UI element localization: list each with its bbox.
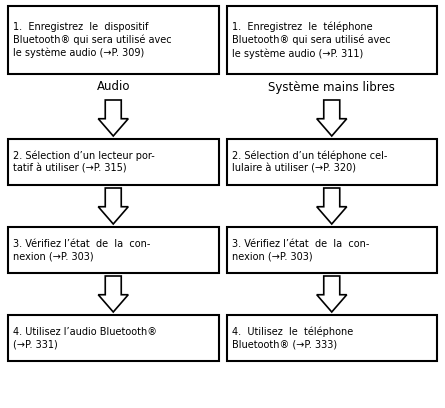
Polygon shape	[317, 188, 347, 224]
Polygon shape	[317, 276, 347, 312]
Text: 2. Sélection d’un téléphone cel-
lulaire à utiliser (→P. 320): 2. Sélection d’un téléphone cel- lulaire…	[231, 151, 387, 174]
Text: 3. Vérifiez l’état  de  la  con-
nexion (→P. 303): 3. Vérifiez l’état de la con- nexion (→P…	[13, 239, 150, 262]
Text: Audio: Audio	[97, 80, 130, 93]
Text: Système mains libres: Système mains libres	[268, 80, 395, 93]
Text: 1.  Enregistrez  le  téléphone
Bluetooth® qui sera utilisé avec
le système audio: 1. Enregistrez le téléphone Bluetooth® q…	[231, 21, 390, 59]
Text: 1.  Enregistrez  le  dispositif
Bluetooth® qui sera utilisé avec
le système audi: 1. Enregistrez le dispositif Bluetooth® …	[13, 22, 172, 58]
Text: 3. Vérifiez l’état  de  la  con-
nexion (→P. 303): 3. Vérifiez l’état de la con- nexion (→P…	[231, 239, 369, 262]
Bar	[8, 227, 218, 273]
Polygon shape	[98, 276, 128, 312]
Bar	[8, 6, 218, 74]
Text: 4. Utilisez l’audio Bluetooth®
(→P. 331): 4. Utilisez l’audio Bluetooth® (→P. 331)	[13, 326, 157, 349]
Text: 2. Sélection d’un lecteur por-
tatif à utiliser (→P. 315): 2. Sélection d’un lecteur por- tatif à u…	[13, 151, 155, 174]
Polygon shape	[98, 188, 128, 224]
Polygon shape	[98, 100, 128, 136]
Bar	[8, 139, 218, 185]
Bar	[227, 6, 437, 74]
Bar	[227, 139, 437, 185]
Bar	[227, 315, 437, 361]
Bar	[8, 315, 218, 361]
Text: 4.  Utilisez  le  téléphone
Bluetooth® (→P. 333): 4. Utilisez le téléphone Bluetooth® (→P.…	[231, 326, 353, 350]
Bar	[227, 227, 437, 273]
Polygon shape	[317, 100, 347, 136]
